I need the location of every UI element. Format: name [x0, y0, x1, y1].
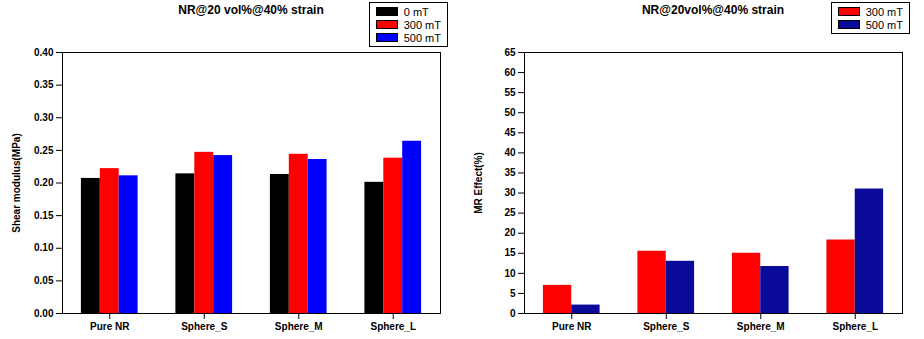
- svg-text:0.35: 0.35: [34, 79, 54, 90]
- svg-text:Sphere_M: Sphere_M: [275, 321, 323, 332]
- svg-text:Sphere_L: Sphere_L: [370, 321, 416, 332]
- svg-text:15: 15: [504, 247, 516, 258]
- svg-text:55: 55: [504, 87, 516, 98]
- svg-text:0.00: 0.00: [34, 308, 54, 319]
- html-text:500 mT: 500 mT: [865, 18, 903, 31]
- svg-text:30: 30: [504, 187, 516, 198]
- svg-text:Shear modulus(MPa): Shear modulus(MPa): [11, 133, 22, 232]
- svg-text:0.25: 0.25: [34, 145, 54, 156]
- svg-text:Sphere_S: Sphere_S: [643, 321, 689, 332]
- svg-text:MR Effect(%): MR Effect(%): [473, 152, 484, 214]
- svg-text:45: 45: [504, 127, 516, 138]
- svg-text:50: 50: [504, 107, 516, 118]
- svg-text:Pure NR: Pure NR: [552, 321, 592, 332]
- svg-text:0.10: 0.10: [34, 242, 54, 253]
- svg-text:Pure NR: Pure NR: [90, 321, 130, 332]
- svg-text:0.20: 0.20: [34, 177, 54, 188]
- svg-text:0.30: 0.30: [34, 112, 54, 123]
- svg-text:Sphere_S: Sphere_S: [181, 321, 227, 332]
- svg-text:0.40: 0.40: [34, 47, 54, 58]
- svg-text:25: 25: [504, 207, 516, 218]
- html-text:NR@20 vol%@40% strain: NR@20 vol%@40% strain: [178, 3, 324, 17]
- svg-text:0.15: 0.15: [34, 210, 54, 221]
- svg-text:35: 35: [504, 167, 516, 178]
- svg-text:0: 0: [510, 308, 516, 319]
- svg-text:40: 40: [504, 147, 516, 158]
- html-text:NR@20vol%@40% strain: NR@20vol%@40% strain: [641, 3, 785, 17]
- html-text:300 mT: 300 mT: [403, 18, 441, 31]
- svg-text:60: 60: [504, 67, 516, 78]
- html-text:300 mT: 300 mT: [865, 5, 903, 18]
- svg-text:Sphere_M: Sphere_M: [737, 321, 785, 332]
- html-text:500 mT: 500 mT: [403, 31, 441, 44]
- svg-text:5: 5: [510, 288, 516, 299]
- svg-text:20: 20: [504, 227, 516, 238]
- svg-text:Sphere_L: Sphere_L: [832, 321, 878, 332]
- svg-text:0.05: 0.05: [34, 275, 54, 286]
- svg-text:65: 65: [504, 47, 516, 58]
- html-text:0 mT: 0 mT: [403, 5, 429, 18]
- svg-text:10: 10: [504, 268, 516, 279]
